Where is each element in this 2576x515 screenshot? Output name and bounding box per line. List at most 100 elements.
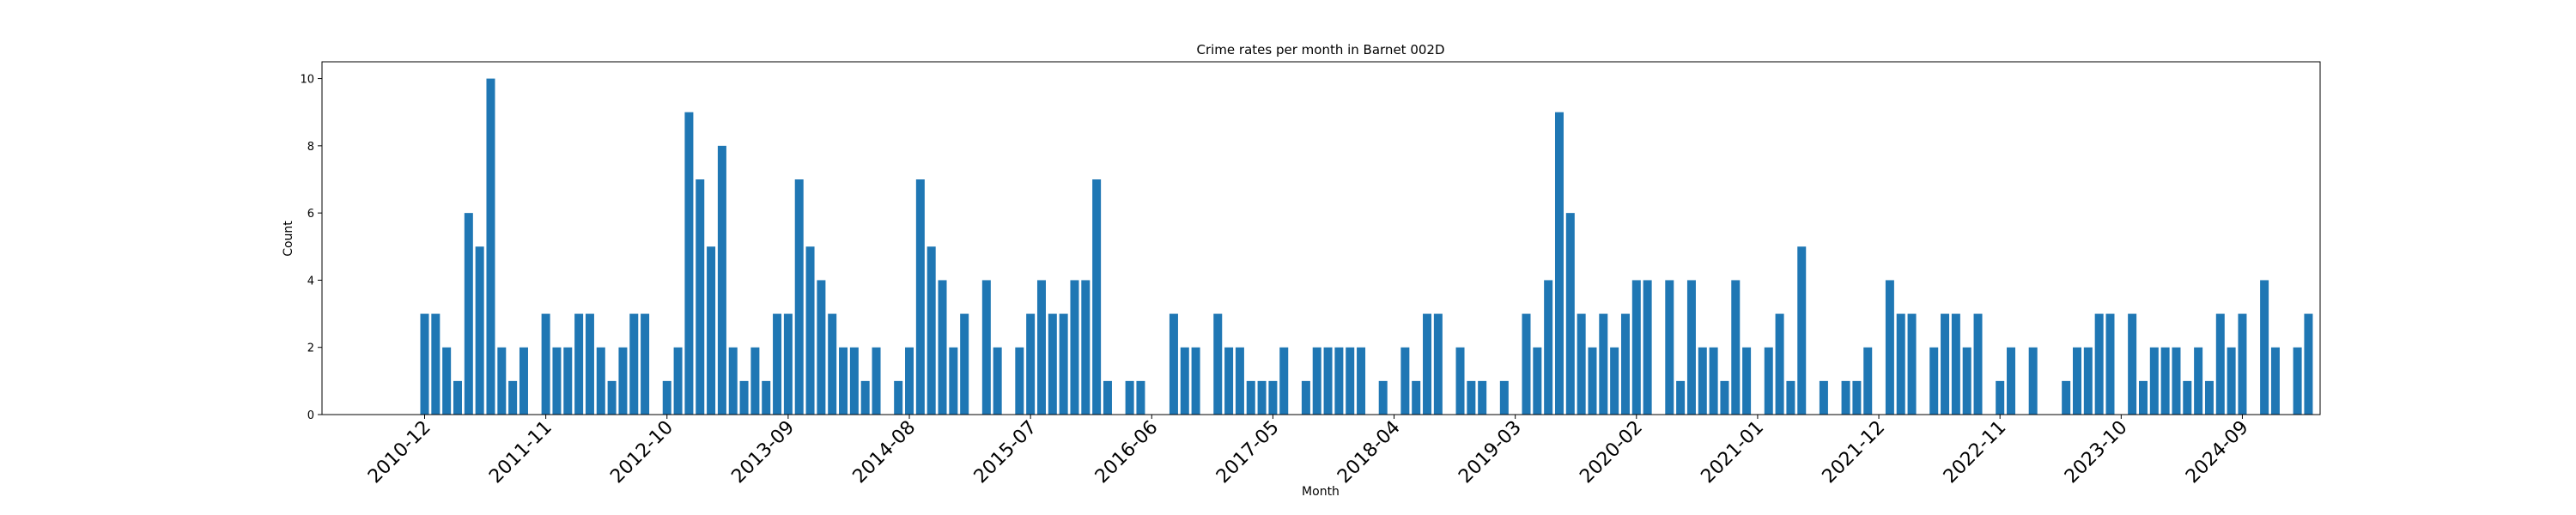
- bar: [618, 347, 628, 415]
- bars-group: [420, 78, 2313, 415]
- bar: [717, 145, 726, 415]
- y-tick-label: 8: [307, 141, 314, 154]
- bar: [1588, 347, 1597, 415]
- bar: [1301, 380, 1310, 415]
- bar: [508, 380, 518, 415]
- bar: [2160, 347, 2170, 415]
- bar: [1070, 280, 1079, 415]
- bar: [2007, 347, 2016, 415]
- bar: [1357, 347, 1366, 415]
- bar: [1962, 347, 1971, 415]
- bar: [1819, 380, 1828, 415]
- bar: [762, 380, 771, 415]
- bar: [607, 380, 617, 415]
- bar: [1015, 347, 1024, 415]
- bar: [1268, 380, 1278, 415]
- bar: [707, 246, 716, 415]
- plot-frame: [321, 61, 2321, 415]
- bar: [431, 313, 440, 415]
- bar: [2270, 347, 2280, 415]
- bar: [629, 313, 639, 415]
- bar: [1620, 313, 1630, 415]
- bar: [849, 347, 859, 415]
- bar: [739, 380, 749, 415]
- bar: [960, 313, 969, 415]
- bar: [453, 380, 462, 415]
- bar: [2172, 347, 2181, 415]
- chart-title: Crime rates per month in Barnet 002D: [1197, 42, 1445, 58]
- bar: [596, 347, 605, 415]
- bar: [1478, 380, 1487, 415]
- bar: [1455, 347, 1465, 415]
- bar: [1433, 313, 1443, 415]
- bar: [1665, 280, 1674, 415]
- x-tick-label: 2022-11: [1940, 417, 2011, 488]
- bar: [1951, 313, 1960, 415]
- x-tick-label: 2011-11: [485, 417, 556, 488]
- bar: [2128, 313, 2137, 415]
- bar: [915, 179, 925, 415]
- bar: [949, 347, 958, 415]
- bar: [1036, 280, 1046, 415]
- bar: [1643, 280, 1652, 415]
- bar: [1026, 313, 1036, 415]
- y-tick-label: 10: [300, 74, 314, 87]
- bar: [1929, 347, 1939, 415]
- bar: [1400, 347, 1410, 415]
- bar: [794, 179, 804, 415]
- bar: [872, 347, 881, 415]
- bar: [1786, 380, 1795, 415]
- x-tick-label: 2016-06: [1091, 417, 1163, 488]
- bar: [938, 280, 947, 415]
- bar: [993, 347, 1002, 415]
- bar: [728, 347, 738, 415]
- bar: [750, 347, 760, 415]
- x-tick-label: 2017-05: [1212, 417, 1284, 488]
- bar: [585, 313, 594, 415]
- y-axis: 0 2 4 6 8 10: [300, 74, 322, 422]
- bar: [1169, 313, 1178, 415]
- bar: [673, 347, 683, 415]
- x-tick-label: 2019-03: [1455, 417, 1526, 488]
- bar: [2215, 313, 2225, 415]
- bar: [905, 347, 914, 415]
- bar: [1554, 112, 1564, 415]
- bar: [1191, 347, 1200, 415]
- bar: [475, 246, 484, 415]
- bar: [860, 380, 870, 415]
- bar: [1709, 347, 1718, 415]
- bar: [2227, 347, 2236, 415]
- bar: [1698, 347, 1707, 415]
- bar: [1412, 380, 1421, 415]
- bar: [1423, 313, 1432, 415]
- bar: [2094, 313, 2104, 415]
- bar: [1136, 380, 1145, 415]
- x-tick-label: 2021-12: [1819, 417, 1890, 488]
- bar: [563, 347, 573, 415]
- bar: [1742, 347, 1752, 415]
- x-tick-label: 2021-01: [1697, 417, 1768, 488]
- bar: [805, 246, 815, 415]
- bar: [2028, 347, 2038, 415]
- bar: [696, 179, 705, 415]
- bar: [2304, 313, 2313, 415]
- bar: [981, 280, 991, 415]
- bar: [1852, 380, 1862, 415]
- bar: [1841, 380, 1850, 415]
- bar: [552, 347, 562, 415]
- bar: [497, 347, 507, 415]
- bar: [1896, 313, 1905, 415]
- x-tick-label: 2012-10: [606, 417, 677, 488]
- bar: [1631, 280, 1641, 415]
- bar: [1973, 313, 1983, 415]
- bar: [641, 313, 650, 415]
- bar: [1378, 380, 1388, 415]
- bar: [2062, 380, 2071, 415]
- bar: [773, 313, 782, 415]
- bar: [1081, 280, 1091, 415]
- bar: [1323, 347, 1333, 415]
- bar: [783, 313, 793, 415]
- bar: [828, 313, 837, 415]
- bar: [2083, 347, 2093, 415]
- x-tick-label: 2015-07: [970, 417, 1042, 488]
